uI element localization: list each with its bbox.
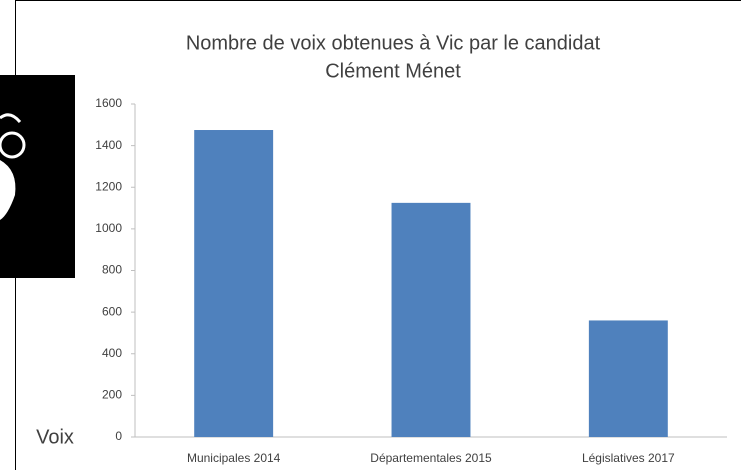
chart-title: Nombre de voix obtenues à Vic par le can… [186, 32, 601, 54]
y-tick-label: 0 [115, 429, 122, 443]
y-tick-label: 600 [102, 304, 122, 318]
bar [194, 130, 273, 437]
bar [589, 320, 668, 437]
x-tick-label: Municipales 2014 [187, 451, 281, 465]
y-tick-label: 200 [102, 388, 122, 402]
logo-image [0, 75, 75, 278]
y-tick-label: 1000 [95, 221, 122, 235]
x-tick-label: Législatives 2017 [582, 451, 675, 465]
y-tick-label: 400 [102, 346, 122, 360]
y-tick-label: 1400 [95, 138, 122, 152]
bar [392, 203, 471, 437]
x-tick-label: Départementales 2015 [370, 451, 492, 465]
chart: Nombre de voix obtenues à Vic par le can… [0, 0, 741, 470]
y-tick-label: 1200 [95, 179, 122, 193]
y-axis-label: Voix [36, 426, 74, 448]
y-tick-label: 800 [102, 263, 122, 277]
y-tick-label: 1600 [95, 96, 122, 110]
chart-title: Clément Ménet [325, 60, 461, 82]
